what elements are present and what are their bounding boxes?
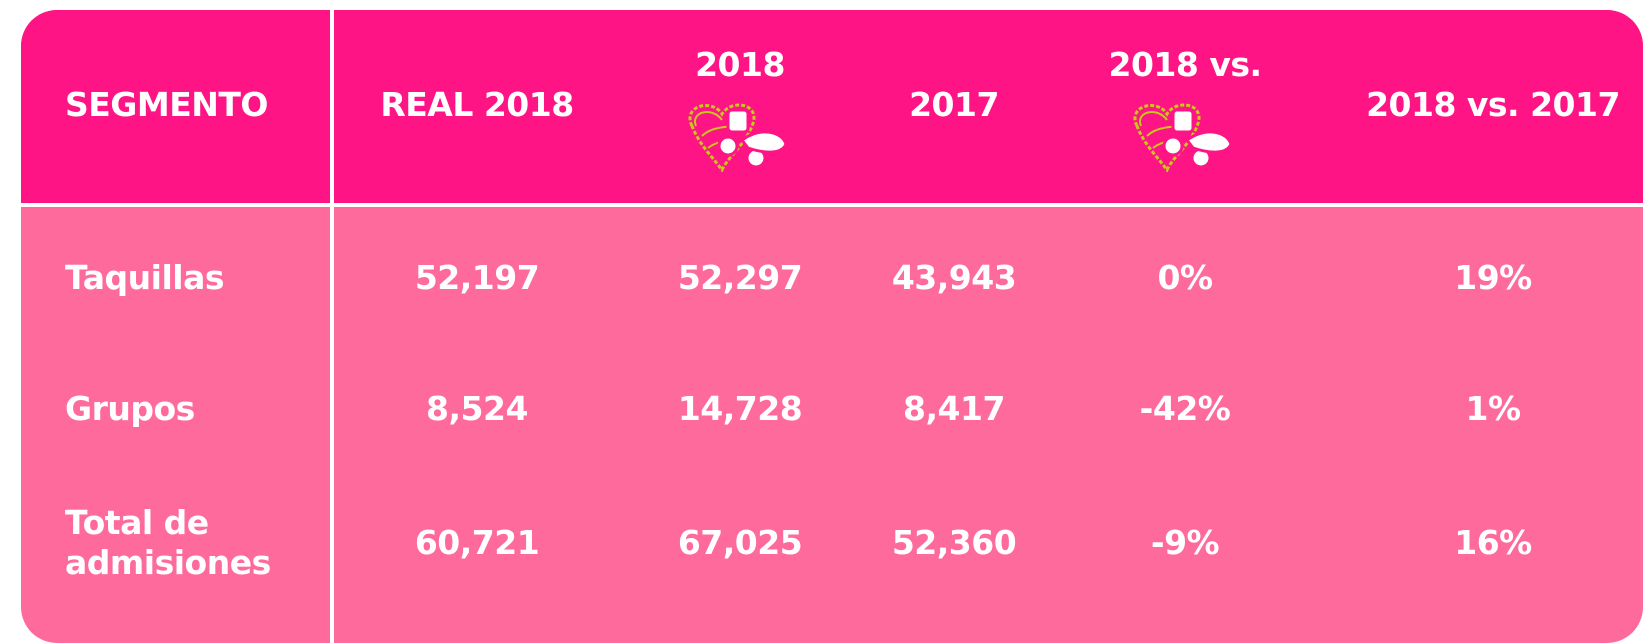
- table-cell: 0%: [1157, 258, 1213, 297]
- table-cell: 52,297: [677, 258, 803, 297]
- table-cell: 60,721: [414, 523, 540, 562]
- header-divider: [21, 203, 1643, 207]
- table-header: [21, 10, 1643, 203]
- table-cell: Total de admisiones: [65, 503, 271, 582]
- table-cell: Taquillas: [65, 258, 225, 297]
- table-cell: 52,360: [891, 523, 1017, 562]
- table-cell: 2018: [695, 45, 785, 84]
- table-cell: 14,728: [677, 389, 803, 428]
- table-cell: 1%: [1465, 389, 1521, 428]
- table-cell: Grupos: [65, 389, 195, 428]
- table-cell: 19%: [1454, 258, 1532, 297]
- table-cell: -9%: [1150, 523, 1220, 562]
- table-cell: 2018 vs.: [1108, 45, 1262, 84]
- table-card: [21, 10, 1643, 643]
- table-cell: REAL 2018: [380, 85, 574, 124]
- table-cell: 67,025: [677, 523, 803, 562]
- column-divider: [330, 10, 334, 643]
- table-cell: 43,943: [891, 258, 1017, 297]
- table-cell: 16%: [1454, 523, 1532, 562]
- logo-icon: [1133, 103, 1233, 172]
- table-cell: SEGMENTO: [65, 85, 268, 124]
- table-cell: 8,417: [903, 389, 1005, 428]
- logo-icon: [688, 103, 788, 172]
- table-cell: -42%: [1139, 389, 1231, 428]
- table-cell: 2017: [909, 85, 999, 124]
- table-cell: 2018 vs. 2017: [1366, 85, 1620, 124]
- table-cell: 8,524: [426, 389, 528, 428]
- table-cell: 52,197: [414, 258, 540, 297]
